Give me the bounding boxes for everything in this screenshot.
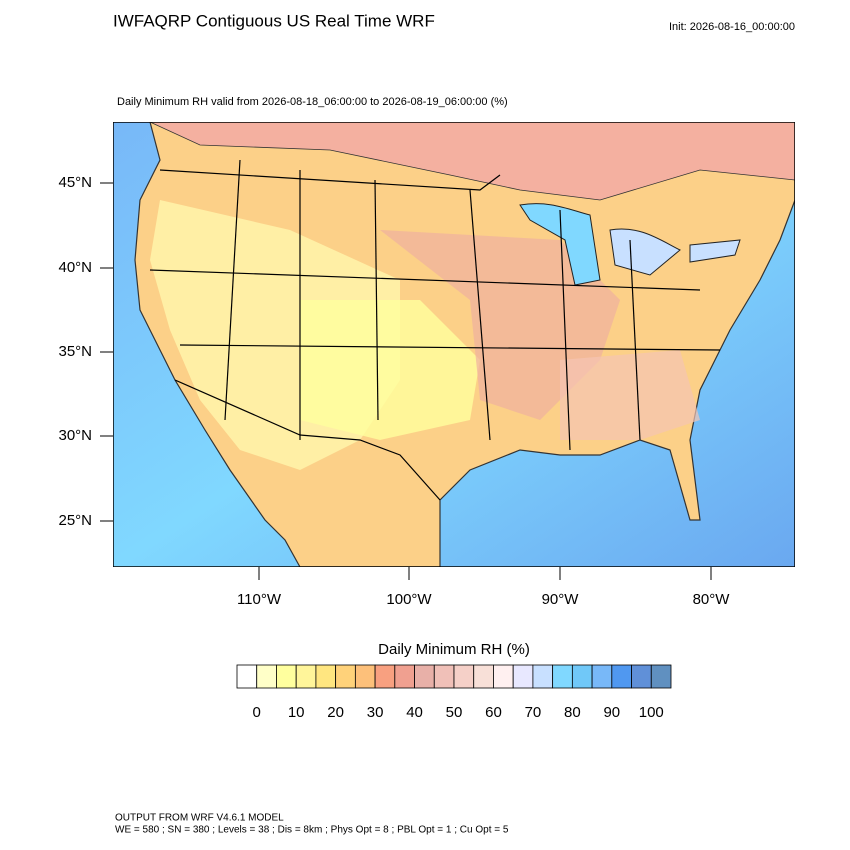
colorbar-label: 100 [639,704,664,721]
colorbar-label: 60 [485,704,502,721]
map [113,122,795,567]
color-box [354,664,376,689]
color-box [295,664,317,689]
lat-label: 45°N [58,174,92,191]
color-box [276,664,297,689]
colorbar-label: 70 [525,704,542,721]
lon-label: 110°W [237,591,282,608]
colorbar-label: 80 [564,704,581,721]
lat-label: 25°N [58,512,92,529]
color-box [256,664,277,689]
colorbar-label: 10 [288,704,305,721]
lat-label: 40°N [58,259,92,276]
color-box [512,664,534,689]
color-box [394,664,415,689]
lat-label: 35°N [58,343,92,360]
init-time: Init: 2026-08-16_00:00:00 [669,21,795,33]
footer-line: OUTPUT FROM WRF V4.6.1 MODEL [115,813,284,824]
color-box [453,664,475,689]
color-box [335,664,356,689]
color-box [552,664,573,689]
color-box [315,664,337,689]
color-box [611,664,632,689]
colorbar: 0 10 20 30 40 50 60 70 80 90 100 [236,664,672,721]
colorbar-label: 20 [327,704,344,721]
color-box [236,664,258,689]
color-box [591,664,613,689]
colorbar-label: 30 [367,704,384,721]
color-box [493,664,514,689]
subtitle: Daily Minimum RH valid from 2026-08-18_0… [117,96,508,108]
title: IWFAQRP Contiguous US Real Time WRF [113,11,435,30]
color-box [571,664,593,689]
colorbar-label: 40 [406,704,423,721]
lon-axis: 110°W 100°W 90°W 80°W [237,567,730,608]
color-box [473,664,494,689]
color-box [650,664,672,689]
footer-line: WE = 580 ; SN = 380 ; Levels = 38 ; Dis … [115,825,509,836]
lon-label: 90°W [542,591,580,608]
colorbar-label: 0 [253,704,261,721]
colorbar-title: Daily Minimum RH (%) [378,641,530,658]
color-box [414,664,435,689]
lat-label: 30°N [58,427,92,444]
lat-axis: 45°N 40°N 35°N 30°N 25°N [58,174,113,529]
color-box [374,664,396,689]
color-box [631,664,652,689]
lon-label: 100°W [386,591,432,608]
colorbar-label: 50 [446,704,463,721]
colorbar-label: 90 [603,704,620,721]
color-box [433,664,455,689]
lon-label: 80°W [693,591,731,608]
color-box [532,664,554,689]
